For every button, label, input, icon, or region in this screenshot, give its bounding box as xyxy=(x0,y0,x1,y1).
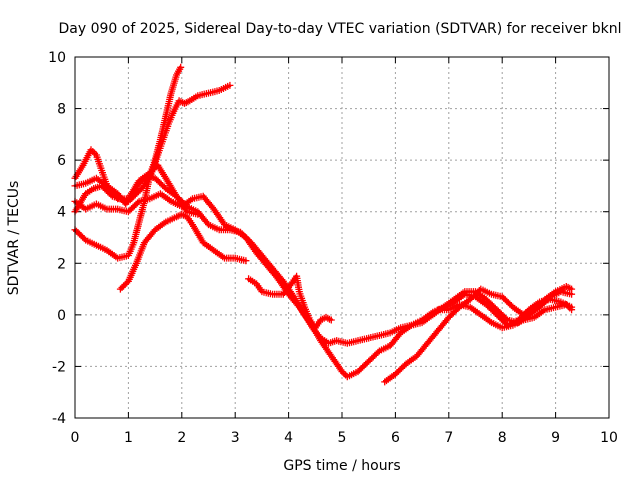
series-track-7 xyxy=(245,272,335,332)
x-tick-label: 9 xyxy=(551,430,560,446)
x-axis-ticks: 0 1 2 3 4 5 6 7 8 9 10 xyxy=(71,57,618,446)
y-tick-label: 0 xyxy=(57,308,66,324)
y-axis-label: SDTVAR / TECUs xyxy=(6,181,22,296)
x-tick-label: 10 xyxy=(600,430,618,446)
y-tick-label: -2 xyxy=(52,359,66,375)
series-line xyxy=(73,66,182,260)
series-markers xyxy=(245,272,335,332)
series-group xyxy=(71,63,576,386)
x-tick-label: 5 xyxy=(338,430,347,446)
x-tick-label: 8 xyxy=(498,430,507,446)
grid-lines xyxy=(75,57,609,418)
series-markers xyxy=(434,301,576,332)
y-tick-label: 2 xyxy=(57,256,66,272)
chart-title: Day 090 of 2025, Sidereal Day-to-day VTE… xyxy=(59,21,622,37)
y-axis-ticks: -4 -2 0 2 4 6 8 10 xyxy=(48,50,609,427)
series-track-6 xyxy=(116,210,250,293)
x-tick-label: 7 xyxy=(444,430,453,446)
series-markers xyxy=(71,63,185,262)
y-tick-label: 8 xyxy=(57,102,66,118)
series-track-9 xyxy=(434,301,576,332)
x-tick-label: 1 xyxy=(124,430,133,446)
series-markers xyxy=(116,210,250,293)
series-line xyxy=(73,84,232,213)
x-tick-label: 3 xyxy=(231,430,240,446)
x-axis-label: GPS time / hours xyxy=(283,458,400,474)
x-tick-label: 6 xyxy=(391,430,400,446)
series-markers xyxy=(71,190,576,381)
x-tick-label: 4 xyxy=(284,430,293,446)
plot-frame xyxy=(74,56,610,419)
y-tick-label: -4 xyxy=(52,411,66,427)
y-tick-label: 4 xyxy=(57,205,66,221)
x-tick-label: 2 xyxy=(177,430,186,446)
x-tick-label: 0 xyxy=(71,430,80,446)
series-track-3 xyxy=(71,190,576,381)
y-tick-label: 10 xyxy=(48,50,66,66)
series-track-5 xyxy=(71,63,185,262)
y-tick-label: 6 xyxy=(57,153,66,169)
